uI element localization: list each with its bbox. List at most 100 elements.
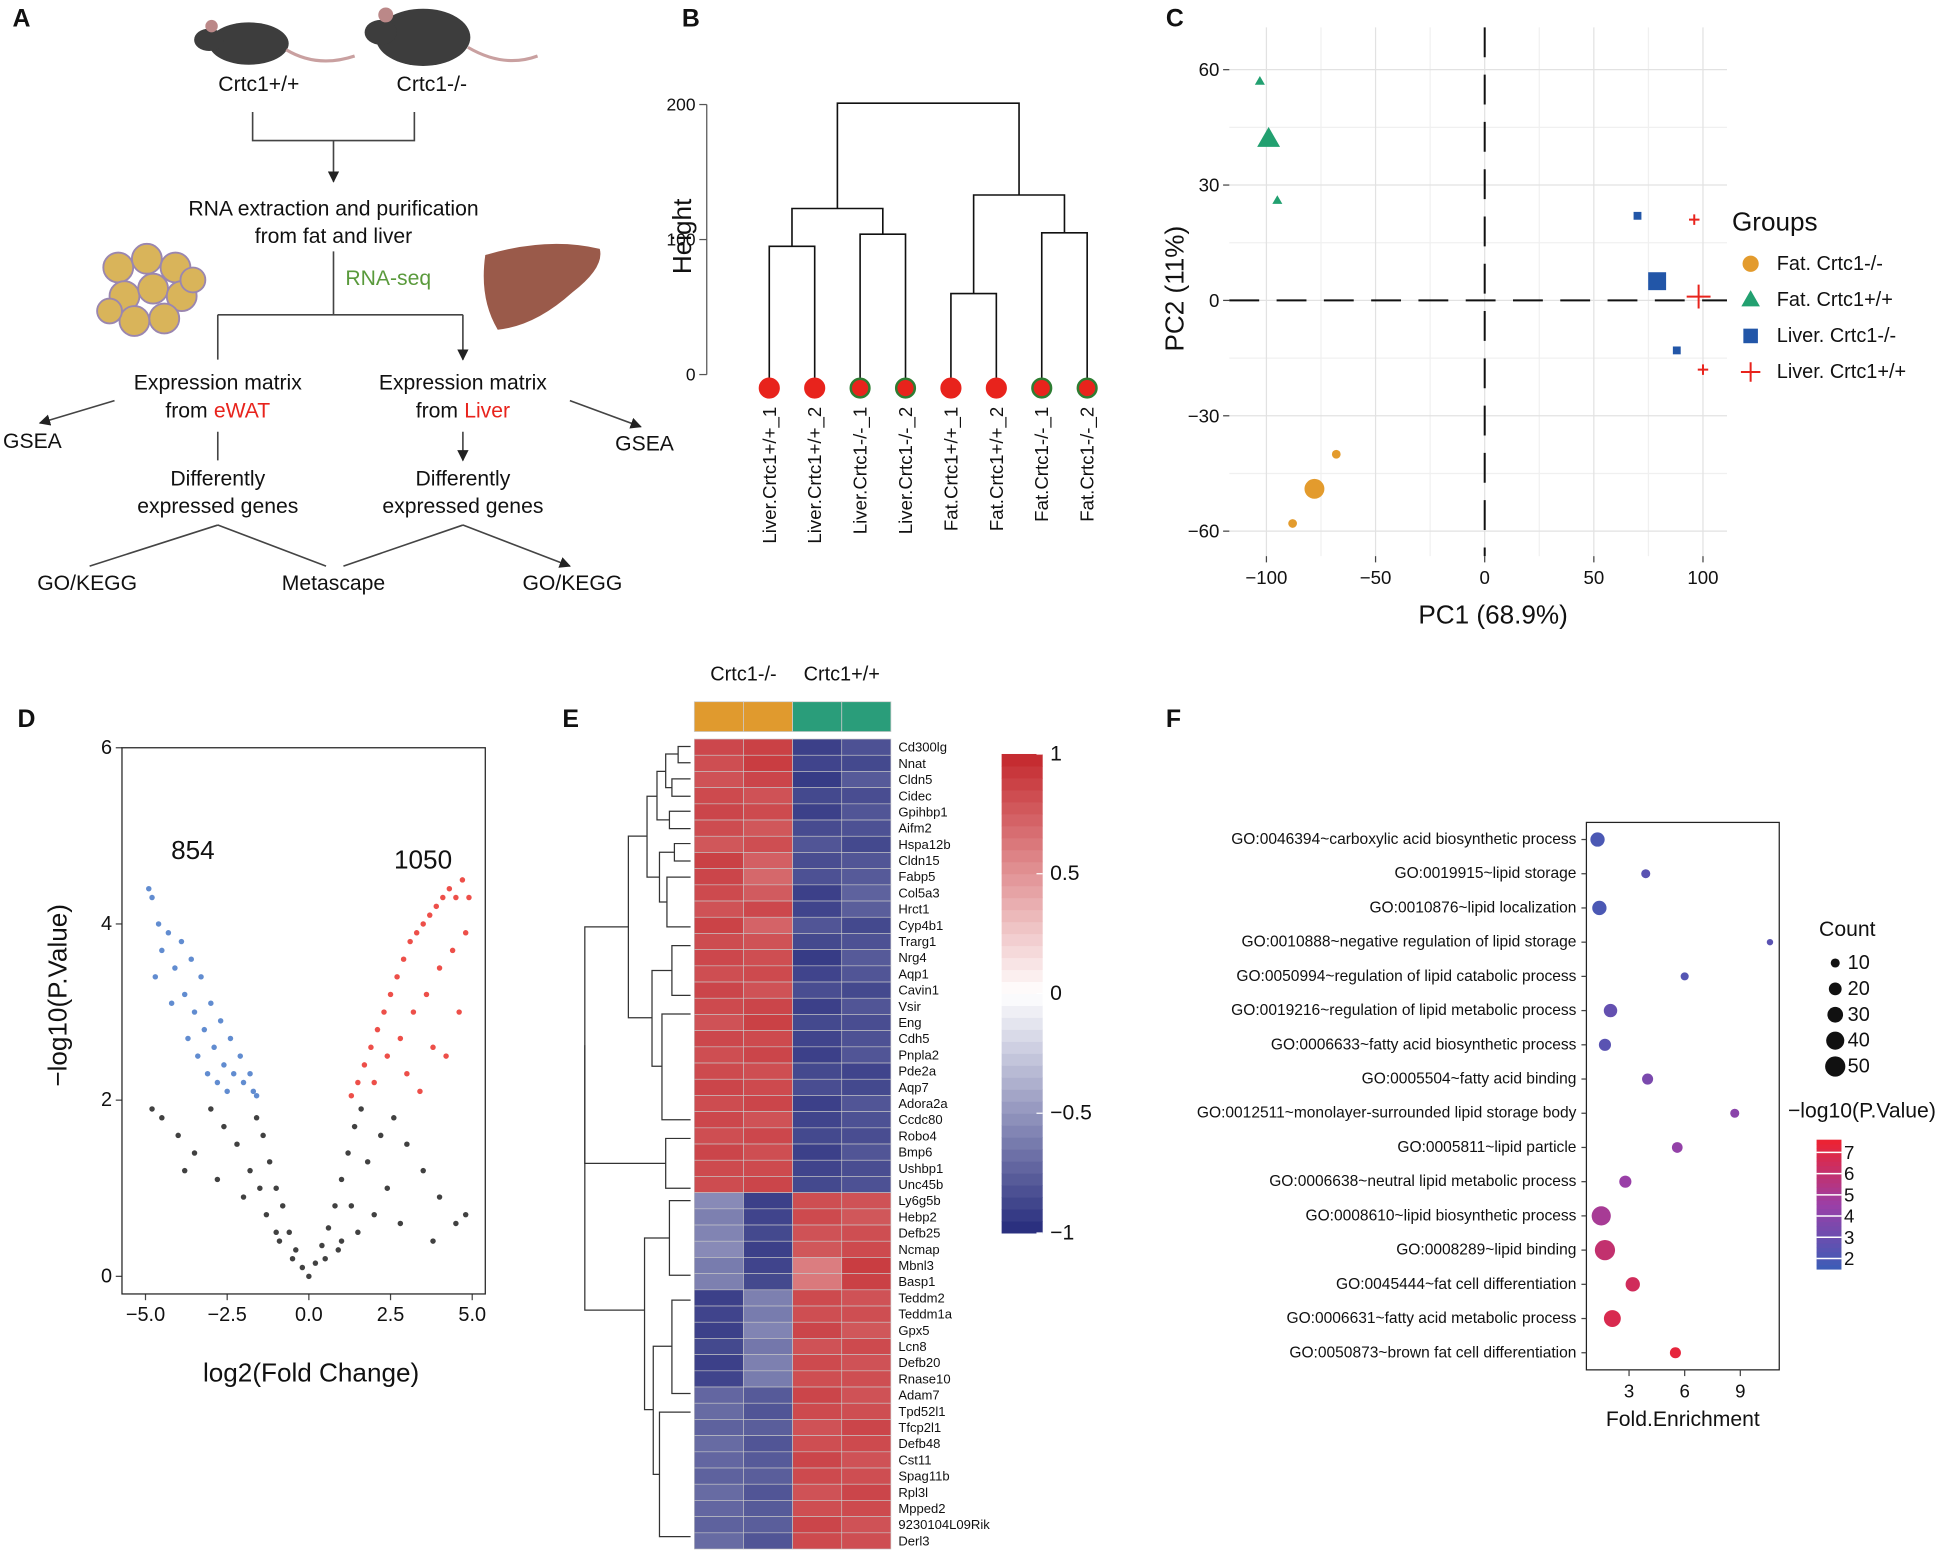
point bbox=[286, 1229, 292, 1236]
row-label: Trarg1 bbox=[898, 934, 936, 949]
row-label: Col5a3 bbox=[898, 885, 939, 900]
point bbox=[253, 1115, 260, 1121]
heatmap-cell bbox=[841, 1208, 892, 1226]
point bbox=[227, 1035, 234, 1042]
colorbar-step bbox=[1001, 1137, 1043, 1150]
column-annotation bbox=[693, 701, 744, 732]
colorbar-step bbox=[1816, 1187, 1842, 1192]
row-label: Cyp4b1 bbox=[898, 918, 943, 933]
colorbar-step bbox=[1001, 909, 1043, 923]
node-label: from Liver bbox=[416, 399, 510, 422]
heatmap-cell bbox=[841, 1483, 892, 1501]
point bbox=[165, 930, 172, 936]
heatmap-cell bbox=[694, 1532, 744, 1550]
point bbox=[335, 1247, 342, 1253]
x-tick-label: −5.0 bbox=[126, 1304, 165, 1326]
point bbox=[404, 1070, 410, 1077]
row-label: Spag11b bbox=[898, 1469, 949, 1484]
leaf bbox=[1031, 377, 1053, 399]
point bbox=[1689, 214, 1700, 225]
colorbar-step bbox=[1816, 1165, 1842, 1171]
colorbar-step bbox=[1001, 849, 1043, 863]
heatmap-cell bbox=[841, 1046, 892, 1064]
heatmap-cell bbox=[841, 1370, 892, 1388]
heatmap-cell bbox=[792, 1192, 843, 1210]
heatmap-cell bbox=[792, 1354, 843, 1372]
point bbox=[247, 1070, 253, 1077]
point bbox=[1331, 449, 1341, 459]
heatmap-cell bbox=[743, 1435, 793, 1453]
step-label: from fat and liver bbox=[255, 225, 412, 248]
point bbox=[155, 921, 162, 927]
dot bbox=[1603, 1310, 1621, 1328]
point bbox=[1272, 195, 1283, 204]
heatmap-cell bbox=[743, 1095, 793, 1112]
heatmap-cell bbox=[743, 1289, 793, 1307]
point bbox=[361, 1062, 368, 1068]
colorbar-step bbox=[1816, 1247, 1842, 1253]
legend-label: 10 bbox=[1848, 952, 1870, 974]
heatmap-cell bbox=[694, 981, 744, 999]
heatmap-cell bbox=[743, 803, 793, 821]
heatmap-cell bbox=[792, 1095, 843, 1112]
x-tick-label: 2.5 bbox=[377, 1304, 405, 1326]
heatmap-cell bbox=[694, 1500, 744, 1517]
point bbox=[348, 1093, 355, 1099]
heatmap-cell bbox=[743, 997, 793, 1015]
heatmap-cell bbox=[694, 1014, 744, 1031]
y-tick-label: 0 bbox=[101, 1265, 112, 1287]
heatmap-cell bbox=[792, 965, 843, 983]
heatmap-cell bbox=[841, 1402, 892, 1420]
heatmap-cell bbox=[841, 738, 892, 756]
point bbox=[420, 921, 426, 927]
legend-label: 30 bbox=[1848, 1004, 1870, 1026]
heatmap-cell bbox=[743, 1500, 793, 1517]
point bbox=[423, 991, 430, 998]
colorbar-step bbox=[1816, 1260, 1842, 1266]
colorbar-tick-label: −1 bbox=[1050, 1221, 1074, 1244]
colorbar-step bbox=[1001, 1017, 1043, 1030]
colorbar-step bbox=[1816, 1156, 1842, 1162]
heatmap-cell bbox=[792, 1402, 843, 1420]
heatmap-cell bbox=[841, 1176, 892, 1193]
heatmap-cell bbox=[694, 949, 744, 967]
term-label: GO:0046394~carboxylic acid biosynthetic … bbox=[1231, 831, 1576, 848]
centroid bbox=[1304, 478, 1325, 499]
row-label: Defb20 bbox=[898, 1355, 940, 1370]
heatmap-cell bbox=[694, 1451, 744, 1469]
x-tick-label: −50 bbox=[1360, 567, 1392, 588]
x-axis-label: PC1 (68.9%) bbox=[1418, 600, 1567, 630]
heatmap-cell bbox=[694, 1030, 744, 1048]
point bbox=[319, 1242, 325, 1249]
step-label: RNA extraction and purification bbox=[188, 198, 478, 221]
heatmap-cell bbox=[792, 1516, 843, 1534]
legend-dot bbox=[1828, 982, 1842, 996]
dendrogram-link bbox=[768, 245, 816, 389]
y-tick-label: 6 bbox=[101, 737, 112, 759]
heatmap-cell bbox=[743, 1483, 793, 1501]
point bbox=[345, 1150, 351, 1156]
heatmap-cell bbox=[743, 819, 793, 837]
colorbar-step bbox=[1001, 1029, 1043, 1042]
leaf-label: Fat.Crtc1-/-_2 bbox=[1077, 407, 1099, 522]
point bbox=[332, 1203, 338, 1209]
term-label: GO:0005811~lipid particle bbox=[1397, 1139, 1576, 1156]
heatmap-cell bbox=[792, 884, 843, 902]
heatmap-cell bbox=[743, 835, 793, 853]
leaf-label: Fat.Crtc1+/+_1 bbox=[940, 407, 962, 531]
dot bbox=[1642, 1073, 1654, 1085]
node-label: expressed genes bbox=[382, 495, 543, 518]
heatmap-cell bbox=[841, 1159, 892, 1177]
arrow bbox=[89, 524, 570, 566]
heatmap-cell bbox=[841, 1240, 892, 1258]
panel-label: A bbox=[12, 5, 30, 33]
point bbox=[391, 1115, 397, 1121]
point bbox=[453, 894, 459, 901]
heatmap-cell bbox=[792, 1435, 843, 1453]
term-label: GO:0006633~fatty acid biosynthetic proce… bbox=[1271, 1036, 1577, 1053]
heatmap-cell bbox=[841, 1305, 892, 1323]
row-label: Mbnl3 bbox=[898, 1258, 934, 1273]
heatmap-cell bbox=[841, 900, 892, 918]
colorbar-step bbox=[1001, 1077, 1043, 1090]
colorbar-step bbox=[1001, 945, 1043, 959]
